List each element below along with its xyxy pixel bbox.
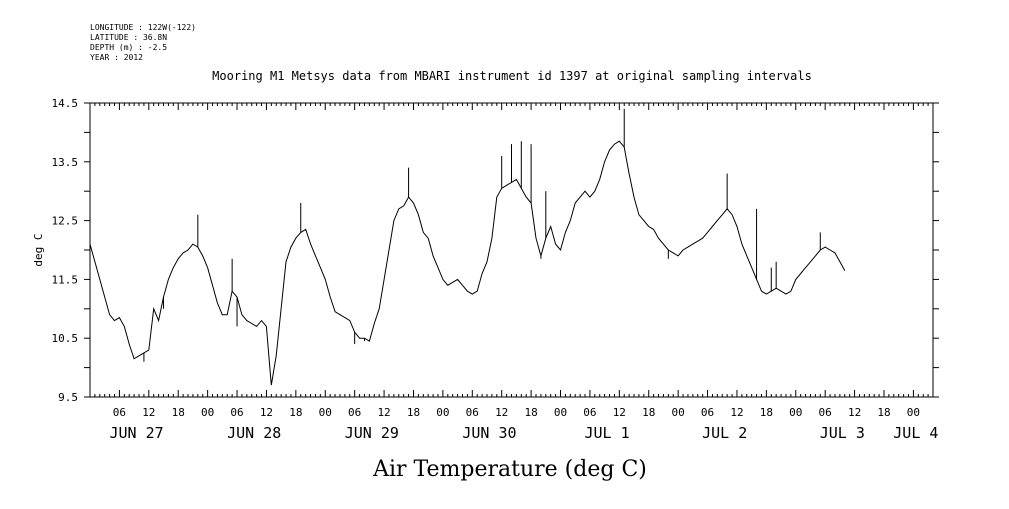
y-tick-label: 9.5: [58, 391, 78, 404]
x-day-label: JUN 29: [345, 424, 399, 442]
x-day-label: JUL 3: [820, 424, 865, 442]
x-axis-label: Air Temperature (deg C): [372, 457, 647, 482]
x-hour-label: 00: [436, 406, 449, 419]
temperature-line: [89, 140, 846, 386]
depth-label: DEPTH (m) : -2.5: [90, 43, 167, 52]
x-hour-label: 06: [583, 406, 596, 419]
y-axis-label: deg C: [32, 233, 45, 266]
x-hour-label: 18: [877, 406, 890, 419]
x-day-label: JUL 1: [584, 424, 629, 442]
x-hour-label: 12: [495, 406, 508, 419]
x-hour-label: 06: [819, 406, 832, 419]
chart-title: Mooring M1 Metsys data from MBARI instru…: [212, 69, 812, 83]
y-tick-label: 14.5: [52, 97, 79, 110]
x-hour-label: 06: [701, 406, 714, 419]
x-hour-label: 18: [642, 406, 655, 419]
x-hour-label: 00: [554, 406, 567, 419]
longitude-label: LONGITUDE : 122W(-122): [90, 23, 196, 32]
x-hour-label: 06: [348, 406, 361, 419]
x-hour-label: 18: [760, 406, 773, 419]
x-hour-label: 06: [230, 406, 243, 419]
x-hour-label: 18: [289, 406, 302, 419]
y-tick-label: 12.5: [52, 215, 79, 228]
x-hour-label: 18: [172, 406, 185, 419]
y-tick-label: 11.5: [52, 273, 79, 286]
x-day-label: JUN 28: [227, 424, 281, 442]
x-hour-label: 12: [613, 406, 626, 419]
x-hour-label: 12: [848, 406, 861, 419]
x-hour-label: 18: [524, 406, 537, 419]
header-info: LONGITUDE : 122W(-122) LATITUDE : 36.8N …: [90, 23, 196, 62]
x-day-label: JUN 27: [109, 424, 163, 442]
x-day-label: JUL 4: [893, 424, 938, 442]
x-hour-label: 06: [466, 406, 479, 419]
plot-area: 9.5 10.5 11.5 12.5 13.5 14.5 06 12 18 00 06 12 18 00 0…: [52, 97, 939, 442]
x-hour-label: 18: [407, 406, 420, 419]
y-tick-label: 10.5: [52, 332, 79, 345]
x-hour-label: 12: [260, 406, 273, 419]
x-day-label: JUN 30: [462, 424, 516, 442]
x-day-label: JUL 2: [702, 424, 747, 442]
x-hour-label: 06: [113, 406, 126, 419]
x-hour-label: 00: [672, 406, 685, 419]
x-hour-label: 00: [319, 406, 332, 419]
y-tick-label: 13.5: [52, 156, 79, 169]
x-hour-label: 12: [730, 406, 743, 419]
year-label: YEAR : 2012: [90, 53, 143, 62]
latitude-label: LATITUDE : 36.8N: [90, 33, 167, 42]
x-hour-label: 00: [789, 406, 802, 419]
x-hour-label: 12: [142, 406, 155, 419]
x-hour-label: 00: [201, 406, 214, 419]
x-hour-label: 12: [377, 406, 390, 419]
x-hour-label: 00: [907, 406, 920, 419]
